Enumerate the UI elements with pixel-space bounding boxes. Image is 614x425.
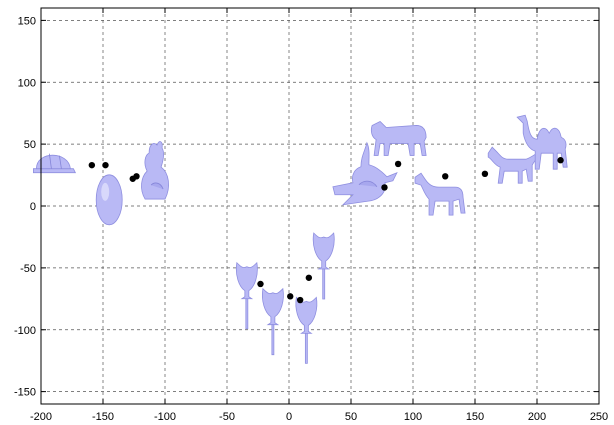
data-point xyxy=(88,161,96,169)
camel-icon xyxy=(516,114,568,170)
data-point xyxy=(394,160,402,168)
data-point xyxy=(381,184,388,191)
data-point xyxy=(102,161,109,169)
goblet-icon xyxy=(235,261,258,330)
y-tick-label: -150 xyxy=(14,387,36,399)
y-tick-label: -50 xyxy=(20,263,36,275)
x-tick-label: 200 xyxy=(528,411,546,423)
x-tick-label: 250 xyxy=(590,411,608,423)
y-tick-label: 0 xyxy=(30,201,36,213)
data-point xyxy=(442,173,449,180)
data-point xyxy=(481,170,489,178)
x-tick-label: 50 xyxy=(345,411,357,423)
horse-icon xyxy=(414,172,466,216)
rabbit-icon xyxy=(141,141,169,200)
goblet-icon xyxy=(312,232,335,300)
goblet-icon xyxy=(295,296,318,364)
x-tick-label: -100 xyxy=(154,411,176,423)
armadillo-icon xyxy=(332,141,398,206)
thumbnails xyxy=(33,114,568,364)
goblet-icon xyxy=(262,287,284,356)
x-tick-label: -200 xyxy=(30,411,52,423)
data-point xyxy=(257,280,264,288)
egg-icon xyxy=(95,174,123,226)
y-tick-label: 50 xyxy=(24,139,36,151)
y-tick-label: 100 xyxy=(18,77,36,89)
x-tick-label: 0 xyxy=(286,411,292,423)
data-point xyxy=(305,274,313,281)
y-tick-label: 150 xyxy=(18,15,36,27)
x-tick-label: 100 xyxy=(404,411,422,423)
points xyxy=(88,157,564,304)
cow-icon xyxy=(370,120,427,156)
data-point xyxy=(133,173,140,180)
x-tick-label: -50 xyxy=(219,411,235,423)
data-point xyxy=(296,296,304,304)
x-tick-label: -150 xyxy=(92,411,114,423)
data-point xyxy=(557,157,564,164)
data-point xyxy=(287,293,294,300)
dog-icon xyxy=(487,146,541,184)
x-tick-labels: -200 -150 -100 -50 0 50 100 150 200 250 xyxy=(30,8,608,423)
x-tick-label: 150 xyxy=(466,411,484,423)
grid xyxy=(41,8,599,404)
y-tick-label: -100 xyxy=(14,325,36,337)
cap-icon xyxy=(33,153,77,174)
y-tick-labels: -150 -100 -50 0 50 100 150 xyxy=(14,15,599,399)
